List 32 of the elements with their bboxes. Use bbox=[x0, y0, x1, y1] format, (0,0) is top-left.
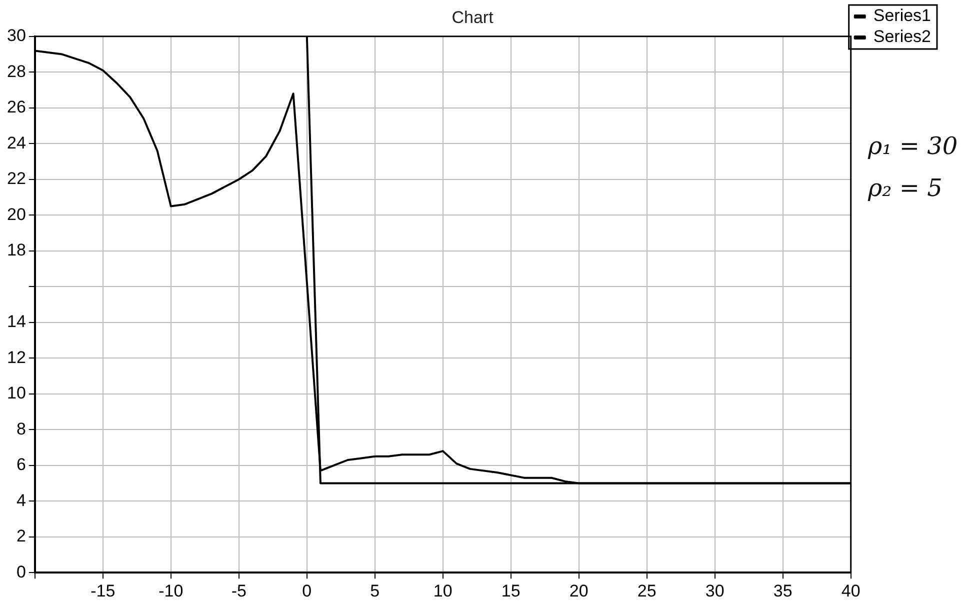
y-tick-label: 20 bbox=[6, 204, 26, 224]
y-tick-label: 24 bbox=[6, 133, 26, 152]
y-tick-label: 18 bbox=[6, 240, 26, 260]
text: ρ₂ = 5 bbox=[868, 173, 944, 204]
y-tick-label: 28 bbox=[6, 62, 26, 81]
x-tick-label: 5 bbox=[370, 581, 380, 600]
x-tick-label: -15 bbox=[90, 581, 116, 600]
y-tick-label: 0 bbox=[16, 562, 26, 582]
y-tick-label: 6 bbox=[16, 455, 26, 474]
x-tick-label: 35 bbox=[773, 581, 792, 600]
x-tick-label: 20 bbox=[569, 581, 588, 600]
legend-label: Series1 bbox=[873, 6, 931, 26]
x-tick-label: -10 bbox=[158, 581, 184, 600]
chart-title: Chart bbox=[452, 8, 494, 27]
legend-label: Series2 bbox=[873, 27, 931, 46]
x-tick-label: -5 bbox=[231, 581, 246, 600]
x-tick-label: 15 bbox=[501, 581, 520, 600]
text: ρ₁ = 30 bbox=[868, 131, 958, 162]
x-tick-label: 10 bbox=[433, 581, 452, 600]
y-tick-label: 30 bbox=[6, 26, 26, 46]
y-tick-label: 14 bbox=[6, 312, 26, 332]
y-tick-label: 10 bbox=[6, 384, 26, 403]
x-tick-label: 0 bbox=[302, 581, 312, 600]
y-tick-label: 22 bbox=[6, 169, 26, 188]
y-tick-label: 4 bbox=[16, 490, 26, 510]
y-tick-label: 26 bbox=[6, 98, 26, 117]
x-tick-label: 40 bbox=[841, 581, 860, 600]
y-tick-label: 8 bbox=[16, 419, 26, 438]
x-tick-label: 30 bbox=[705, 581, 724, 600]
y-tick-label: 12 bbox=[6, 348, 26, 367]
y-tick-label: 2 bbox=[16, 526, 26, 546]
x-tick-label: 25 bbox=[637, 581, 656, 600]
